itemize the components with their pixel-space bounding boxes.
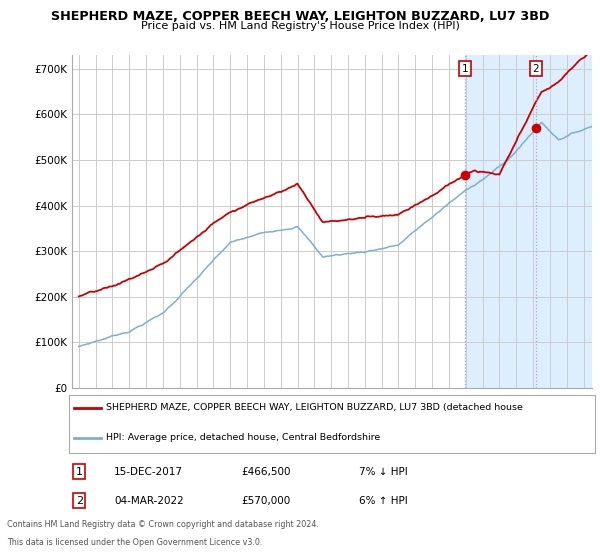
Text: 2: 2 (533, 64, 539, 74)
Text: Contains HM Land Registry data © Crown copyright and database right 2024.: Contains HM Land Registry data © Crown c… (7, 520, 319, 529)
Bar (465, 55, 600, 388)
Text: SHEPHERD MAZE, COPPER BEECH WAY, LEIGHTON BUZZARD, LU7 3BD: SHEPHERD MAZE, COPPER BEECH WAY, LEIGHTO… (51, 10, 549, 23)
Text: HPI: Average price, detached house, Central Bedfordshire: HPI: Average price, detached house, Cent… (106, 433, 380, 442)
FancyBboxPatch shape (68, 395, 595, 453)
Text: 04-MAR-2022: 04-MAR-2022 (114, 496, 184, 506)
Text: Price paid vs. HM Land Registry's House Price Index (HPI): Price paid vs. HM Land Registry's House … (140, 21, 460, 31)
Text: SHEPHERD MAZE, COPPER BEECH WAY, LEIGHTON BUZZARD, LU7 3BD (detached house: SHEPHERD MAZE, COPPER BEECH WAY, LEIGHTO… (106, 403, 523, 412)
Text: 6% ↑ HPI: 6% ↑ HPI (359, 496, 407, 506)
Text: 7% ↓ HPI: 7% ↓ HPI (359, 467, 407, 477)
Text: 2: 2 (76, 496, 83, 506)
Text: This data is licensed under the Open Government Licence v3.0.: This data is licensed under the Open Gov… (7, 538, 263, 547)
Text: £466,500: £466,500 (242, 467, 291, 477)
Text: £570,000: £570,000 (242, 496, 291, 506)
Text: 1: 1 (462, 64, 469, 74)
Text: 1: 1 (76, 467, 83, 477)
Text: 15-DEC-2017: 15-DEC-2017 (114, 467, 183, 477)
